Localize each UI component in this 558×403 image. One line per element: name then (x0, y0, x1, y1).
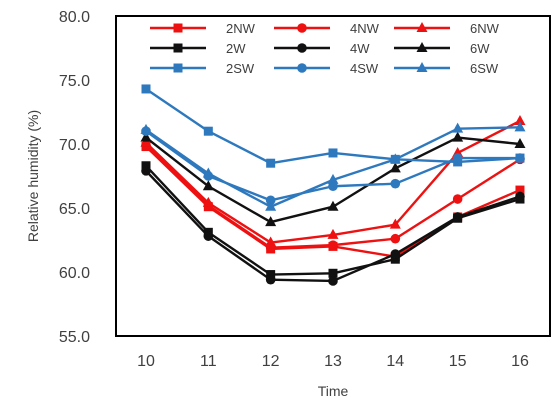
data-point-2w (328, 268, 338, 278)
data-point-6nw (202, 196, 214, 207)
legend-entry-2nw: 2NW (150, 21, 256, 36)
data-point-6sw (452, 122, 464, 133)
data-point-6sw (514, 121, 526, 132)
data-point-2sw (141, 84, 151, 94)
x-tick-label: 13 (324, 353, 342, 370)
data-point-6w (514, 138, 526, 148)
data-point-6w (265, 216, 277, 227)
data-point-6nw (514, 114, 526, 125)
data-point-2sw (203, 126, 213, 136)
series-6w (140, 131, 526, 227)
data-point-4nw (390, 233, 401, 244)
data-point-6w (140, 131, 152, 142)
x-tick-label: 11 (200, 353, 217, 370)
x-tick-label: 15 (449, 353, 467, 370)
data-point-6nw (327, 228, 339, 239)
legend-entry-2w: 2W (150, 41, 246, 56)
y-axis-title: Relative humidity (%) (25, 110, 41, 242)
legend-entry-6sw: 6SW (394, 61, 499, 76)
legend-marker (416, 62, 428, 72)
x-tick-label: 14 (386, 353, 404, 370)
legend-label: 4W (350, 41, 370, 56)
legend: 2NW 4NW 6NW 2W 4W 6W 2SW 4SW 6SW (150, 21, 500, 76)
data-point-4nw (328, 240, 338, 250)
legend-label: 6SW (470, 61, 499, 76)
data-point-4w (203, 231, 214, 241)
legend-marker (416, 22, 428, 32)
data-point-6sw (265, 200, 277, 211)
data-point-4sw (452, 153, 463, 163)
legend-label: 2W (226, 41, 246, 56)
series-6sw (140, 121, 526, 211)
x-tick-label: 16 (511, 353, 529, 370)
data-point-4w (265, 274, 276, 285)
y-tick-label: 55.0 (59, 329, 90, 346)
data-point-4sw (390, 178, 401, 189)
legend-marker (297, 43, 307, 53)
legend-entry-4sw: 4SW (274, 61, 379, 76)
legend-label: 4NW (350, 21, 380, 36)
legend-label: 6W (470, 41, 490, 56)
data-point-6sw (140, 123, 152, 134)
legend-marker (173, 23, 183, 33)
data-point-2sw (266, 158, 276, 168)
legend-entry-6nw: 6NW (394, 21, 500, 36)
y-axis-ticks: 55.0 60.0 65.0 70.0 75.0 80.0 (59, 9, 90, 346)
legend-label: 2NW (226, 21, 256, 36)
legend-marker (173, 43, 183, 53)
data-point-4w (328, 276, 338, 286)
legend-entry-6w: 6W (394, 41, 490, 56)
legend-marker (173, 63, 183, 73)
legend-label: 4SW (350, 61, 379, 76)
data-point-6w (202, 180, 214, 191)
data-point-4sw (265, 195, 276, 206)
data-point-6sw (327, 173, 339, 184)
x-tick-label: 12 (262, 353, 280, 370)
series-layer (140, 84, 526, 286)
legend-entry-4nw: 4NW (274, 21, 380, 36)
series-2sw (141, 84, 525, 168)
plot-area-frame (115, 15, 551, 337)
data-point-2w (266, 270, 276, 280)
data-point-4w (452, 212, 463, 222)
y-tick-label: 65.0 (59, 201, 90, 218)
data-point-6w (389, 162, 401, 173)
data-point-2w (390, 254, 400, 264)
series-4w (141, 166, 525, 286)
data-point-6nw (265, 236, 277, 247)
data-point-6w (452, 131, 464, 142)
x-axis-title: Time (318, 383, 349, 399)
legend-marker (416, 42, 428, 52)
y-tick-label: 70.0 (59, 137, 90, 154)
data-point-2nw (515, 185, 525, 195)
data-point-4nw (452, 194, 463, 204)
y-tick-label: 60.0 (59, 265, 90, 282)
data-point-4w (141, 166, 151, 176)
x-tick-label: 10 (137, 353, 155, 370)
legend-marker (297, 23, 307, 33)
data-point-2sw (328, 148, 338, 158)
data-point-6sw (389, 153, 401, 164)
data-point-4sw (515, 153, 525, 163)
data-point-6sw (202, 167, 214, 178)
legend-label: 6NW (470, 21, 500, 36)
legend-entry-4w: 4W (274, 41, 370, 56)
data-point-4w (515, 191, 525, 202)
data-point-6nw (389, 218, 401, 229)
y-tick-label: 80.0 (59, 9, 90, 26)
data-point-4w (390, 249, 401, 259)
data-point-6w (327, 200, 339, 211)
data-point-2w (141, 161, 151, 171)
legend-marker (297, 63, 307, 73)
y-tick-label: 75.0 (59, 73, 90, 90)
data-point-6nw (140, 136, 152, 147)
legend-entry-2sw: 2SW (150, 61, 255, 76)
legend-label: 2SW (226, 61, 255, 76)
x-axis-ticks: 10 11 12 13 14 15 16 (137, 353, 529, 370)
